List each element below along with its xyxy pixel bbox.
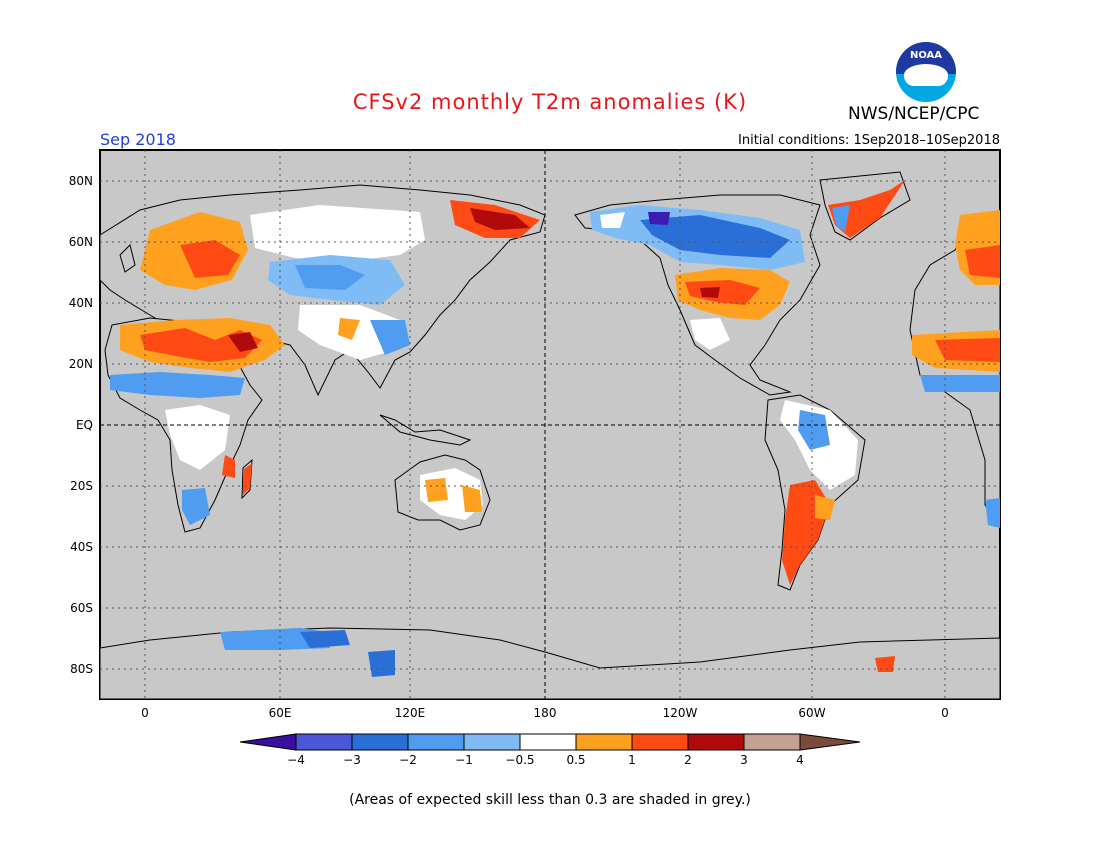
anomaly-near-zero: [165, 405, 230, 470]
anomaly-near-zero: [690, 318, 730, 350]
lat-label: 80S: [70, 662, 93, 676]
anomaly-very-hot: [470, 208, 530, 230]
anomaly-warm: [338, 318, 360, 340]
colorbar-label: 3: [740, 753, 748, 767]
forecast-month: Sep 2018: [100, 130, 176, 149]
colorbar-cell: [519, 733, 577, 751]
anomaly-warm: [815, 495, 835, 520]
anomaly-hot: [222, 455, 235, 478]
lat-label: 60S: [70, 601, 93, 615]
anomaly-hot: [828, 180, 905, 238]
anomaly-warm: [425, 478, 448, 502]
anomaly-cold: [832, 205, 850, 232]
lon-label: 60W: [798, 706, 825, 720]
logo-text: NOAA: [909, 50, 943, 61]
colorbar-label: 0.5: [566, 753, 585, 767]
lon-label: 0: [941, 706, 949, 720]
lat-labels: 80N 60N 40N 20N EQ 20S 40S 60S 80S: [69, 174, 93, 676]
noaa-logo: NOAA: [896, 42, 956, 102]
colorbar-high-arrow: [799, 733, 861, 751]
indonesia: [379, 414, 472, 446]
colorbar-label: 4: [796, 753, 804, 767]
lon-labels: 0 60E 120E 180 120W 60W 0: [141, 706, 949, 720]
colorbar-cell: [407, 733, 465, 751]
anomaly-cold: [182, 488, 210, 525]
anomaly-very-cold: [300, 630, 350, 648]
graticule: [100, 150, 1000, 699]
anomaly-cold: [985, 498, 1000, 528]
colorbar-label: −4: [287, 753, 305, 767]
lon-label: 0: [141, 706, 149, 720]
lat-label: 40S: [70, 540, 93, 554]
anomaly-very-cold: [640, 215, 790, 258]
anomaly-very-hot: [700, 287, 720, 298]
colorbar: [239, 733, 861, 751]
colorbar-cell: [575, 733, 633, 751]
colorbar-label: −0.5: [505, 753, 534, 767]
colorbar-cell: [743, 733, 801, 751]
anomaly-extreme-cold: [648, 212, 670, 225]
lon-label: 120W: [663, 706, 698, 720]
anomaly-cold: [370, 320, 410, 355]
colorbar-cell: [687, 733, 745, 751]
anomaly-hot: [180, 240, 240, 278]
lon-label: 120E: [395, 706, 426, 720]
anomaly-warm: [462, 485, 482, 512]
anomaly-very-hot: [228, 332, 258, 352]
anomaly-near-zero: [600, 212, 625, 228]
colorbar-label: 1: [628, 753, 636, 767]
lon-label: 180: [534, 706, 557, 720]
lat-label: 80N: [69, 174, 93, 188]
colorbar-low-arrow: [239, 733, 297, 751]
lat-label: 20S: [70, 479, 93, 493]
map-title: CFSv2 monthly T2m anomalies (K): [352, 90, 748, 114]
colorbar-label: 2: [684, 753, 692, 767]
lat-label: EQ: [76, 418, 93, 432]
colorbar-label: −2: [399, 753, 417, 767]
colorbar-cell: [631, 733, 689, 751]
anomaly-hot: [965, 245, 1000, 278]
lon-label: 60E: [269, 706, 292, 720]
anomaly-cold: [110, 372, 245, 398]
agency-label: NWS/NCEP/CPC: [848, 104, 980, 124]
colorbar-label: −1: [455, 753, 473, 767]
anomaly-hot: [935, 338, 1000, 362]
colorbar-labels: −4 −3 −2 −1 −0.5 0.5 1 2 3 4: [287, 753, 804, 767]
reference-lines: [100, 150, 1000, 699]
anomaly-hot: [243, 463, 252, 495]
anomaly-very-cold: [368, 650, 395, 677]
anomaly-near-zero: [250, 205, 425, 262]
anomaly-cold: [798, 410, 830, 450]
anomaly-hot: [875, 656, 895, 672]
anomaly-hot: [685, 280, 760, 305]
colorbar-cell: [463, 733, 521, 751]
initial-conditions: Initial conditions: 1Sep2018–10Sep2018: [738, 133, 1000, 148]
colorbar-cell: [295, 733, 353, 751]
lat-label: 20N: [69, 357, 93, 371]
anomaly-cold: [920, 375, 1000, 392]
colorbar-cell: [351, 733, 409, 751]
anomaly-cold: [295, 265, 365, 290]
lat-label: 60N: [69, 235, 93, 249]
colorbar-label: −3: [343, 753, 361, 767]
anomaly-shading: [110, 180, 1000, 677]
skill-footnote: (Areas of expected skill less than 0.3 a…: [349, 792, 751, 808]
uk: [119, 244, 136, 273]
lat-label: 40N: [69, 296, 93, 310]
